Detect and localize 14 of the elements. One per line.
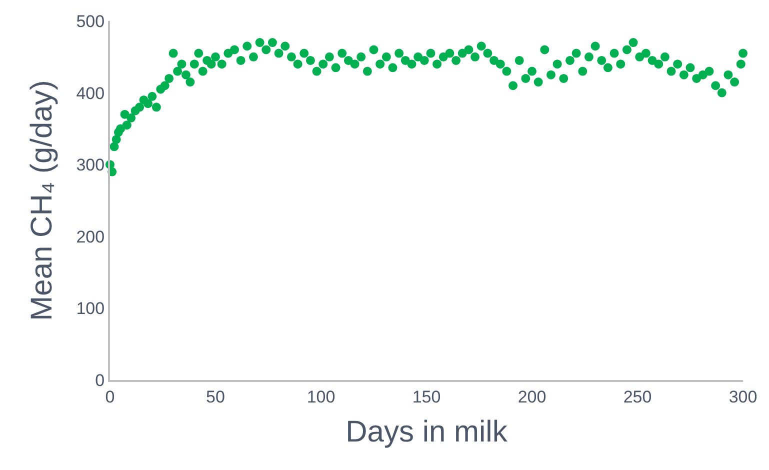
x-tick-label: 150 — [412, 387, 441, 406]
x-tick-label: 100 — [306, 387, 336, 406]
x-tick-label: 250 — [623, 387, 652, 406]
y-tick-label: 0 — [95, 370, 105, 390]
y-tick-label: 300 — [76, 156, 105, 175]
y-tick-label: 400 — [76, 84, 105, 103]
y-tick-label: 500 — [76, 12, 105, 31]
x-axis-title: Days in milk — [346, 415, 508, 448]
x-tick-label: 200 — [518, 387, 546, 406]
y-tick-label: 200 — [76, 227, 105, 246]
x-tick-label: 300 — [728, 387, 758, 406]
y-axis-title: Mean CH₄ (g/day) — [26, 80, 59, 321]
x-tick-label: 50 — [206, 387, 225, 406]
y-tick-label: 100 — [76, 299, 105, 318]
